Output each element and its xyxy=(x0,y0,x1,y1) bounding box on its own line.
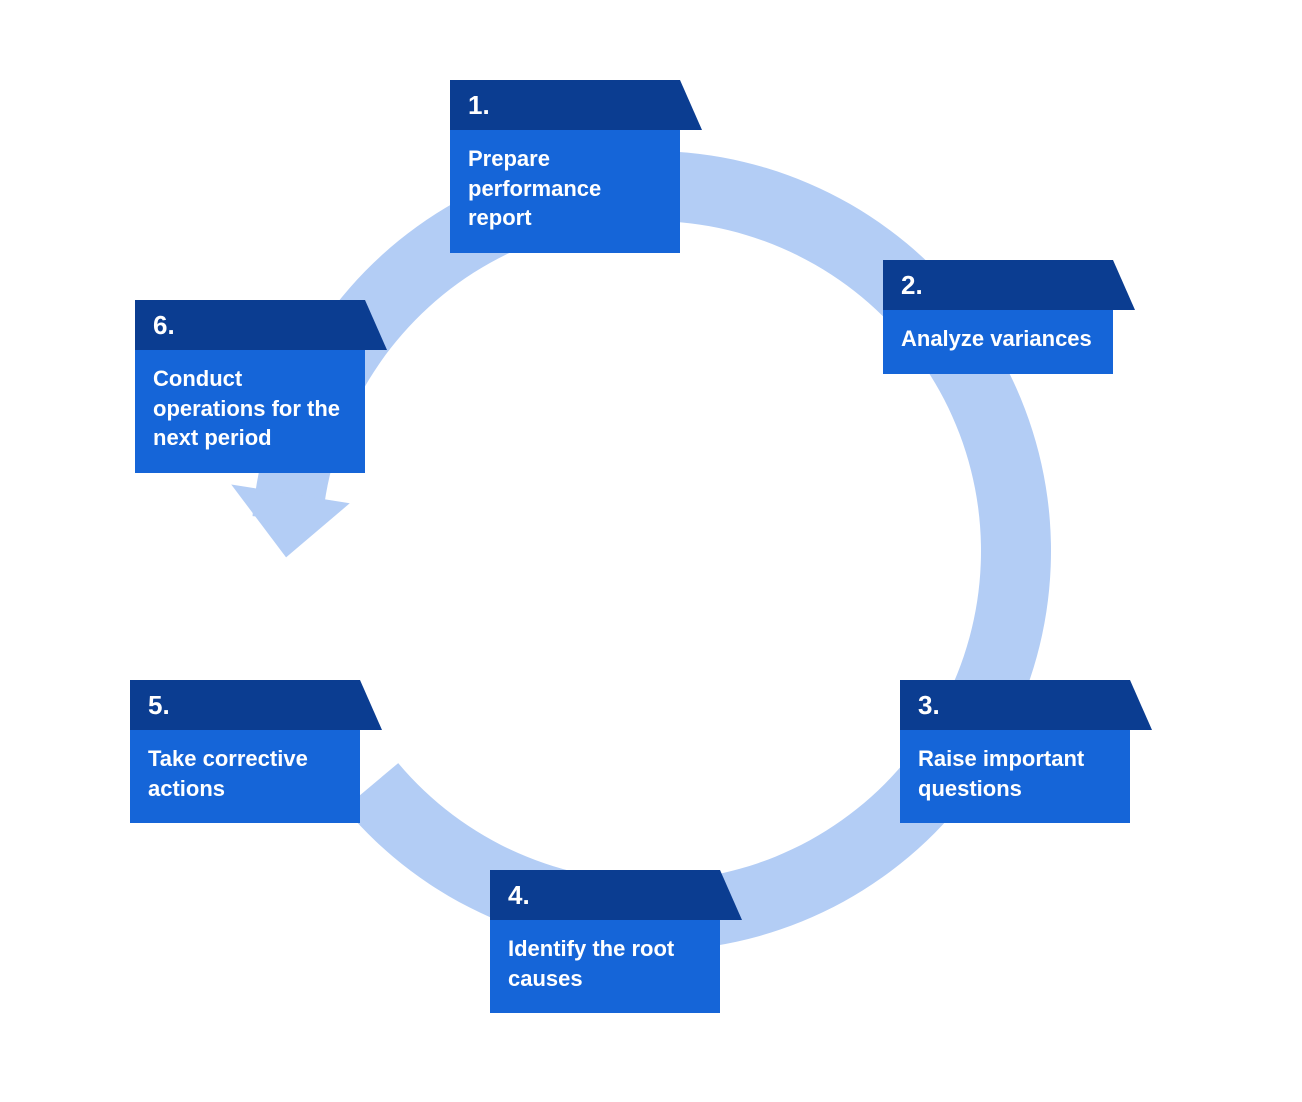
step-card-1: 1.Prepare performance report xyxy=(450,80,680,253)
ring-arrowhead xyxy=(231,485,350,558)
step-number-1: 1. xyxy=(450,80,680,130)
step-card-4: 4.Identify the root causes xyxy=(490,870,720,1013)
step-card-6: 6.Conduct operations for the next period xyxy=(135,300,365,473)
step-card-3: 3.Raise important questions xyxy=(900,680,1130,823)
step-number-6: 6. xyxy=(135,300,365,350)
step-number-3: 3. xyxy=(900,680,1130,730)
step-card-2: 2.Analyze variances xyxy=(883,260,1113,374)
step-number-4: 4. xyxy=(490,870,720,920)
step-number-2: 2. xyxy=(883,260,1113,310)
step-card-5: 5.Take corrective actions xyxy=(130,680,360,823)
step-label-1: Prepare performance report xyxy=(450,130,680,253)
step-label-3: Raise important questions xyxy=(900,730,1130,823)
step-label-6: Conduct operations for the next period xyxy=(135,350,365,473)
step-number-5: 5. xyxy=(130,680,360,730)
circular-process-diagram: 1.Prepare performance report 2.Analyze va… xyxy=(0,0,1302,1102)
step-label-5: Take corrective actions xyxy=(130,730,360,823)
step-label-4: Identify the root causes xyxy=(490,920,720,1013)
step-label-2: Analyze variances xyxy=(883,310,1113,374)
